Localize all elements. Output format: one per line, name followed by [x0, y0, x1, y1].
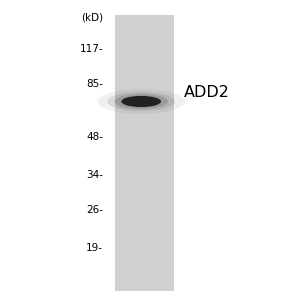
Ellipse shape	[121, 96, 161, 107]
Text: 85-: 85-	[86, 79, 103, 89]
Text: 48-: 48-	[86, 132, 103, 142]
Text: 34-: 34-	[86, 170, 103, 180]
Ellipse shape	[114, 94, 168, 109]
Ellipse shape	[107, 92, 175, 111]
Ellipse shape	[98, 89, 185, 114]
Text: 19-: 19-	[86, 244, 103, 254]
Text: ADD2: ADD2	[184, 85, 230, 100]
Bar	[115, 15, 173, 291]
Text: 26-: 26-	[86, 205, 103, 215]
Text: (kD): (kD)	[81, 13, 103, 23]
Text: 117-: 117-	[79, 44, 103, 54]
